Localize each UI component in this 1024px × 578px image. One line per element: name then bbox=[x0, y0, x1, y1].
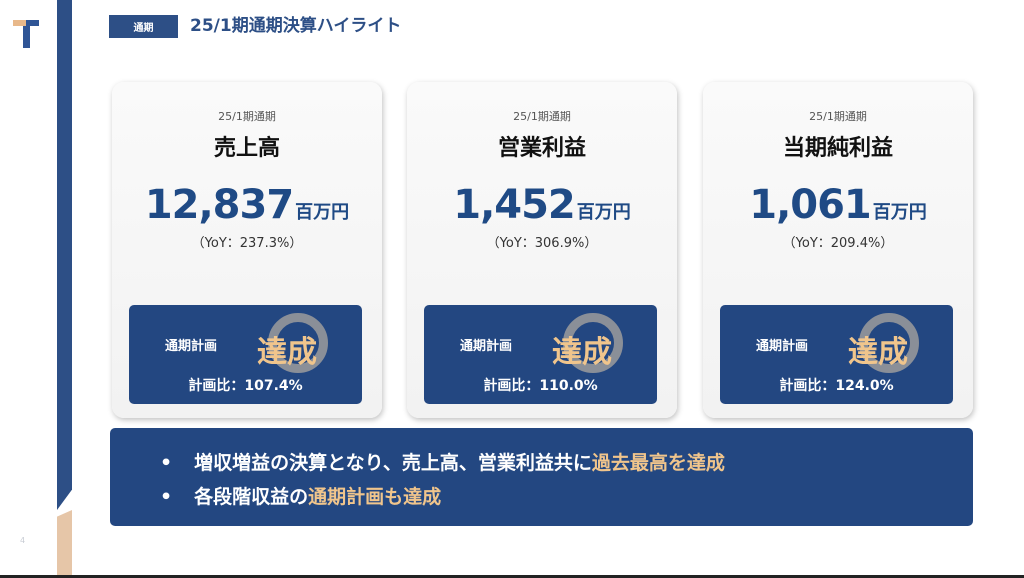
achievement-circle-icon bbox=[563, 313, 623, 373]
card-metric: 当期純利益 bbox=[782, 136, 893, 161]
card-value: 12,837 百万円 bbox=[112, 182, 382, 228]
bottom-border bbox=[0, 575, 1024, 578]
summary-highlight: 過去最高を達成 bbox=[591, 452, 725, 474]
card-metric: 売上高 bbox=[213, 136, 280, 161]
summary-item: 増収増益の決算となり、売上高、営業利益共に過去最高を達成 bbox=[160, 446, 973, 480]
plan-ratio: 計画比：110.0% bbox=[483, 378, 598, 394]
card-period: 25/1期通期 bbox=[218, 110, 276, 123]
page-title: 25/1期通期決算ハイライト bbox=[190, 16, 402, 36]
achievement-circle-icon bbox=[268, 313, 328, 373]
achieved-label: 達成 bbox=[257, 335, 317, 370]
value-number: 1,061 bbox=[749, 182, 872, 228]
summary-text: 増収増益の決算となり、売上高、営業利益共に bbox=[194, 452, 592, 474]
summary-text: 各段階収益の bbox=[194, 486, 309, 508]
value-number: 1,452 bbox=[453, 182, 576, 228]
value-number: 12,837 bbox=[144, 182, 294, 228]
achieved-label: 達成 bbox=[848, 335, 908, 370]
card-value: 1,061 百万円 bbox=[703, 182, 973, 228]
plan-ratio: 計画比：124.0% bbox=[779, 378, 894, 394]
plan-ratio: 計画比：107.4% bbox=[188, 378, 303, 394]
value-unit: 百万円 bbox=[576, 202, 631, 223]
side-accent-bar-tan bbox=[57, 510, 72, 576]
achieved-label: 達成 bbox=[552, 335, 612, 370]
card-net-income: 25/1期通期 当期純利益 1,061 百万円 （YoY：209.4%） 通期計画… bbox=[703, 82, 973, 418]
plan-label: 通期計画 bbox=[756, 339, 809, 354]
plan-box: 通期計画 達成 計画比：110.0% bbox=[424, 305, 657, 404]
plan-label: 通期計画 bbox=[460, 339, 513, 354]
plan-box: 通期計画 達成 計画比：124.0% bbox=[720, 305, 953, 404]
card-yoy: （YoY：306.9%） bbox=[486, 236, 598, 251]
card-value: 1,452 百万円 bbox=[407, 182, 677, 228]
card-sales: 25/1期通期 売上高 12,837 百万円 （YoY：237.3%） 通期計画 … bbox=[112, 82, 382, 418]
summary-box: 増収増益の決算となり、売上高、営業利益共に過去最高を達成 各段階収益の通期計画も… bbox=[110, 428, 973, 526]
summary-highlight: 通期計画も達成 bbox=[308, 486, 442, 508]
plan-box: 通期計画 達成 計画比：107.4% bbox=[129, 305, 362, 404]
card-yoy: （YoY：237.3%） bbox=[191, 236, 303, 251]
side-accent-bar bbox=[57, 0, 72, 510]
card-metric: 営業利益 bbox=[497, 136, 586, 161]
card-operating-profit: 25/1期通期 営業利益 1,452 百万円 （YoY：306.9%） 通期計画 … bbox=[407, 82, 677, 418]
summary-item: 各段階収益の通期計画も達成 bbox=[160, 480, 973, 514]
plan-label: 通期計画 bbox=[165, 339, 218, 354]
card-period: 25/1期通期 bbox=[513, 110, 571, 123]
card-yoy: （YoY：209.4%） bbox=[782, 236, 894, 251]
page-number: 4 bbox=[20, 536, 26, 545]
value-unit: 百万円 bbox=[872, 202, 927, 223]
achievement-circle-icon bbox=[859, 313, 919, 373]
section-tag: 通期 bbox=[109, 15, 178, 38]
company-logo bbox=[13, 20, 39, 50]
card-period: 25/1期通期 bbox=[809, 110, 867, 123]
value-unit: 百万円 bbox=[295, 202, 350, 223]
